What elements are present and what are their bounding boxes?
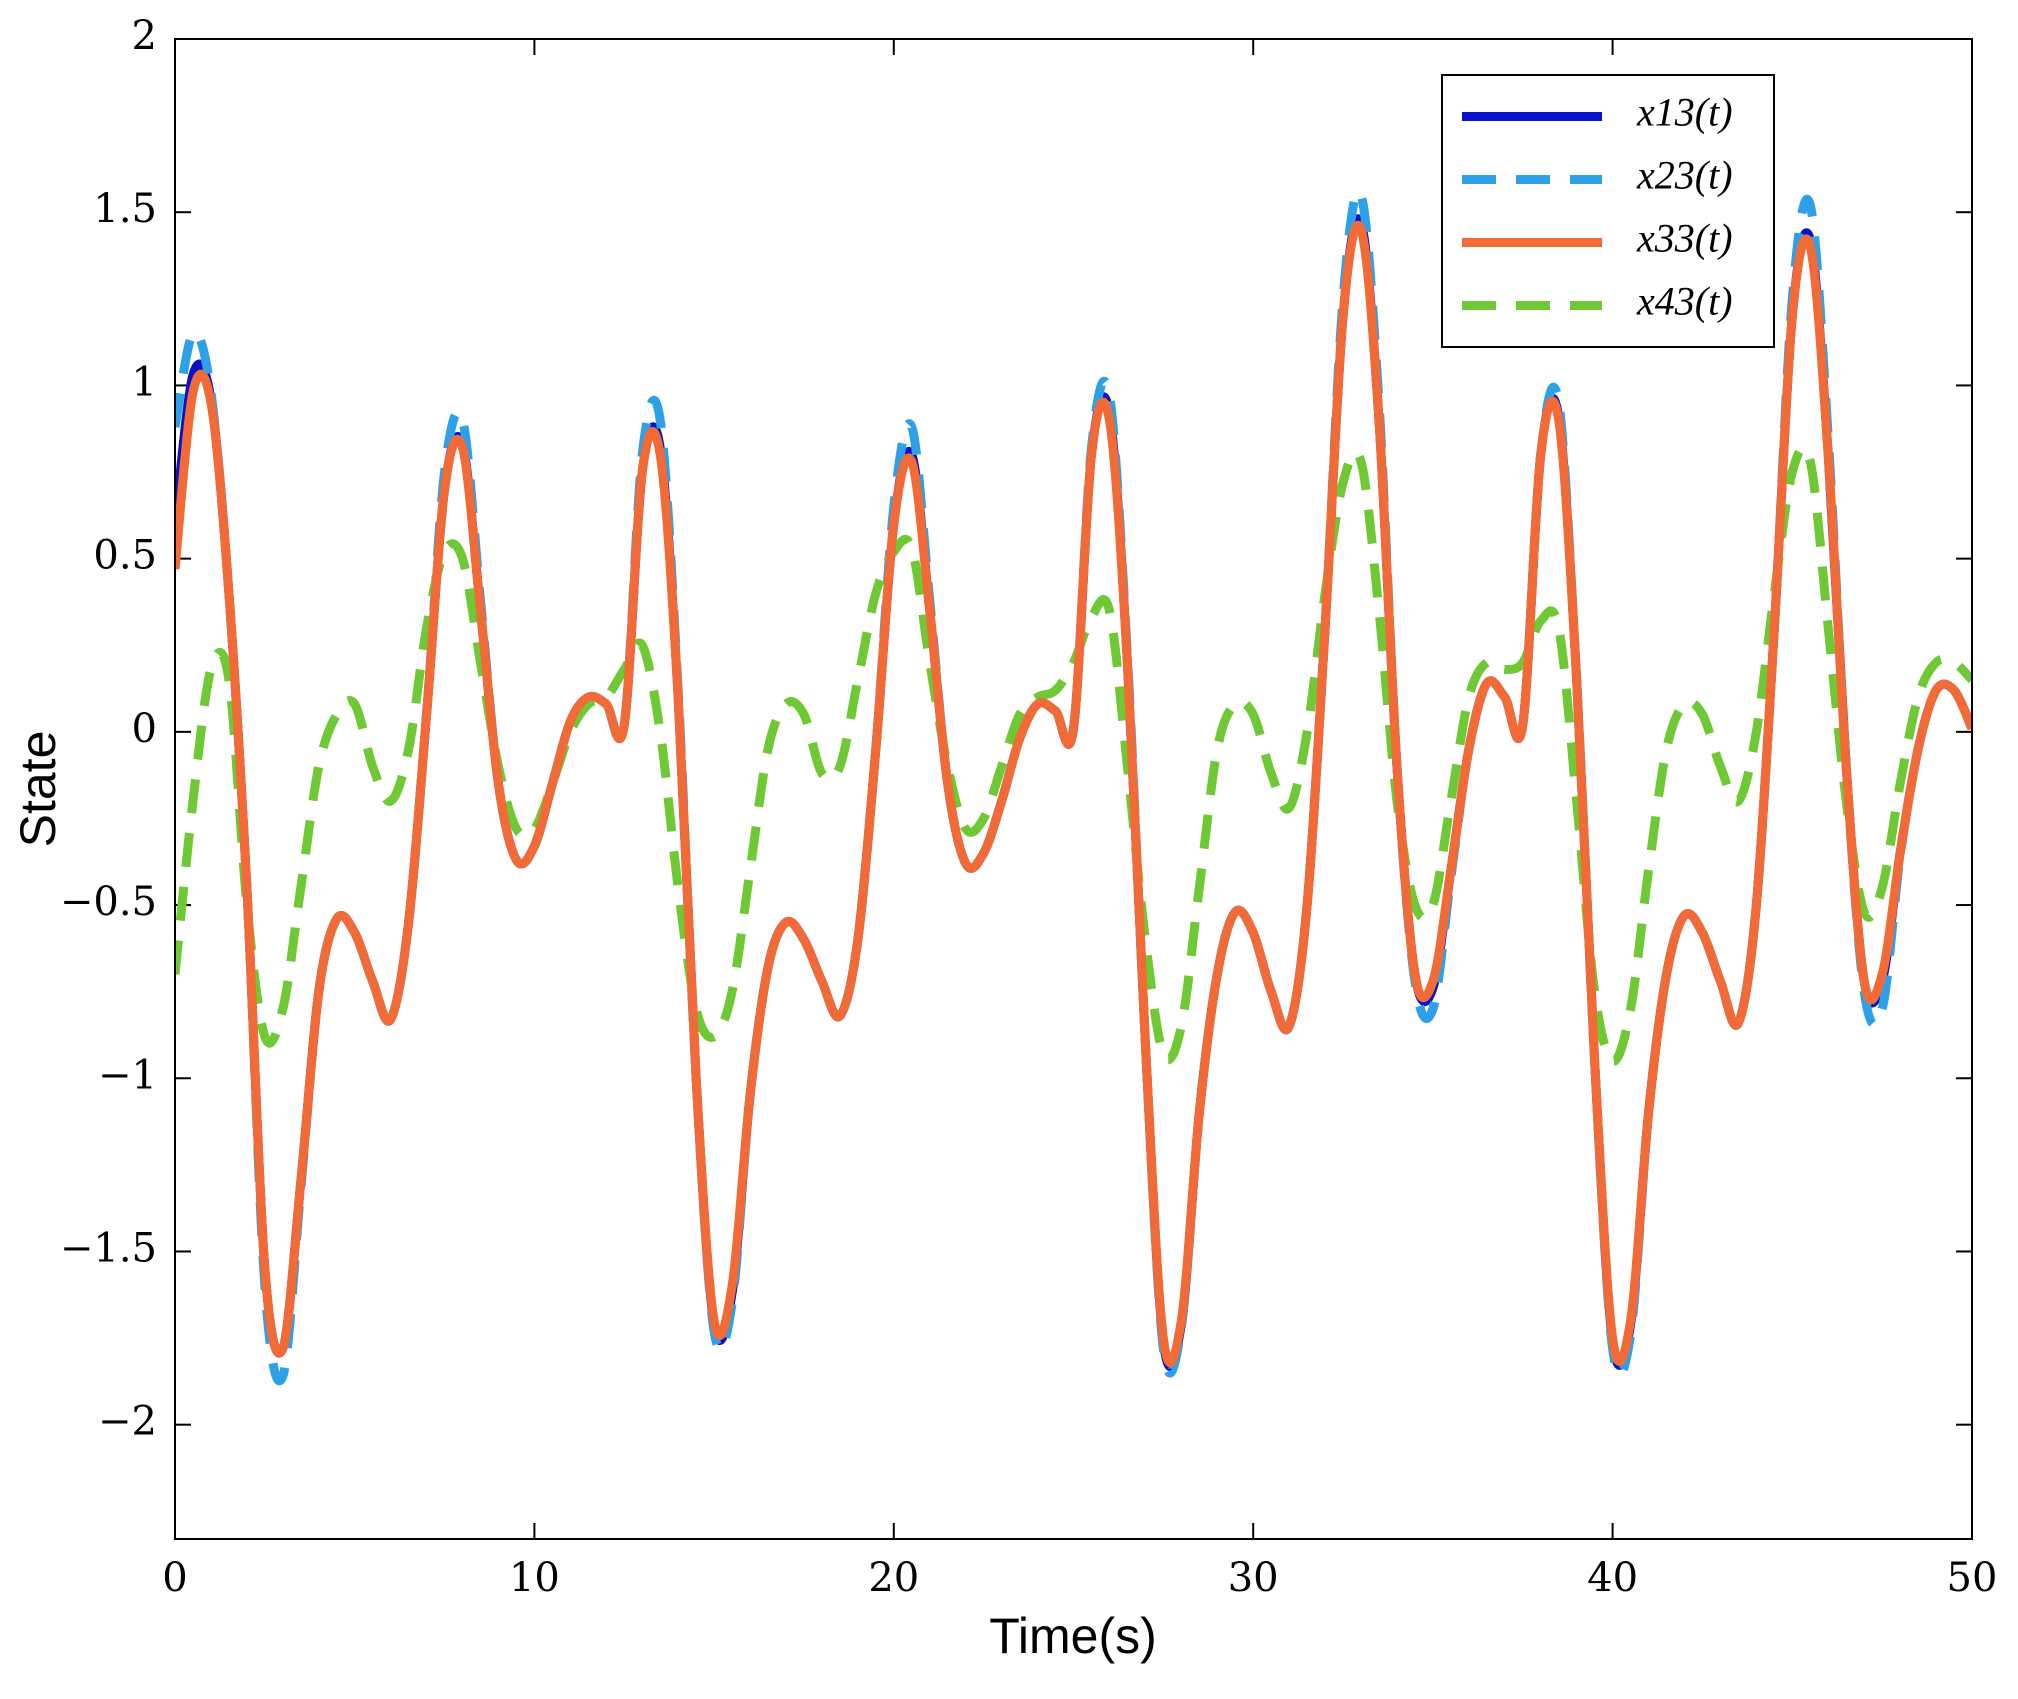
series-line	[175, 220, 1972, 1368]
y-tick-label: −2	[98, 1399, 157, 1445]
y-tick-label: 0	[132, 706, 157, 752]
y-tick-label: 0.5	[93, 533, 157, 579]
x-tick-label: 20	[868, 1555, 919, 1601]
legend-label: x33(t)	[1636, 216, 1733, 261]
y-axis-label: State	[10, 731, 66, 848]
plot-frame	[174, 38, 1973, 1540]
series-line	[175, 443, 1972, 1066]
legend-label: x23(t)	[1636, 153, 1733, 198]
x-tick-label: 30	[1228, 1555, 1279, 1601]
y-tick-label: 1	[132, 359, 157, 405]
x-tick-label: 40	[1587, 1555, 1638, 1601]
y-tick-label: 2	[132, 13, 157, 59]
x-axis-label: Time(s)	[989, 1608, 1157, 1664]
y-tick-label: 1.5	[93, 186, 157, 232]
y-tick-label: −1	[98, 1052, 157, 1098]
x-tick-label: 10	[509, 1555, 560, 1601]
x-tick-label: 50	[1947, 1555, 1998, 1601]
y-tick-label: −0.5	[60, 879, 157, 925]
legend-label: x13(t)	[1636, 90, 1733, 135]
y-tick-label: −1.5	[60, 1225, 157, 1271]
x-tick-label: 0	[162, 1555, 187, 1601]
legend-label: x43(t)	[1636, 279, 1733, 324]
